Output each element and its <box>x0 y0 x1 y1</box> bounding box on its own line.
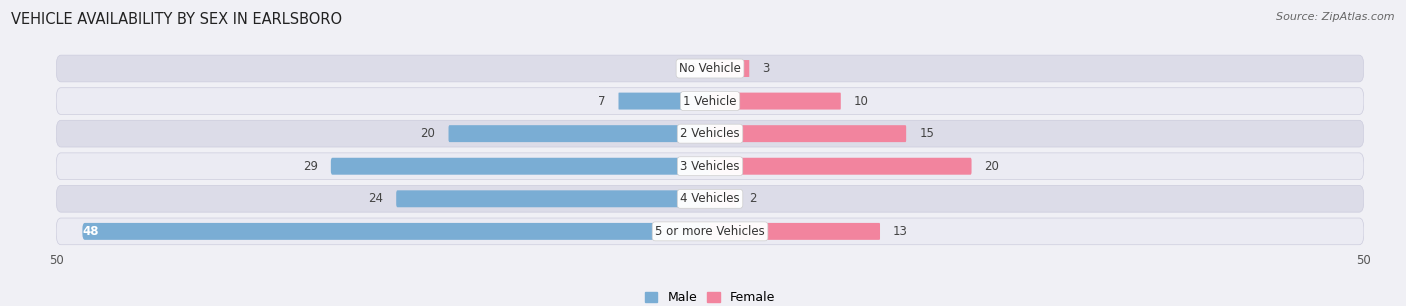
Text: 4 Vehicles: 4 Vehicles <box>681 192 740 205</box>
FancyBboxPatch shape <box>56 55 1364 82</box>
FancyBboxPatch shape <box>56 153 1364 180</box>
Text: 29: 29 <box>302 160 318 173</box>
Text: 5 or more Vehicles: 5 or more Vehicles <box>655 225 765 238</box>
Text: Source: ZipAtlas.com: Source: ZipAtlas.com <box>1277 12 1395 22</box>
FancyBboxPatch shape <box>710 223 880 240</box>
Text: 2 Vehicles: 2 Vehicles <box>681 127 740 140</box>
Text: 3 Vehicles: 3 Vehicles <box>681 160 740 173</box>
Legend: Male, Female: Male, Female <box>640 286 780 306</box>
Text: 13: 13 <box>893 225 908 238</box>
Text: 3: 3 <box>762 62 769 75</box>
Text: 15: 15 <box>920 127 934 140</box>
FancyBboxPatch shape <box>710 158 972 175</box>
Text: 20: 20 <box>420 127 436 140</box>
Text: 0: 0 <box>689 62 697 75</box>
FancyBboxPatch shape <box>449 125 710 142</box>
Text: No Vehicle: No Vehicle <box>679 62 741 75</box>
FancyBboxPatch shape <box>710 125 905 142</box>
Text: 48: 48 <box>83 225 98 238</box>
FancyBboxPatch shape <box>396 190 710 207</box>
FancyBboxPatch shape <box>710 93 841 110</box>
FancyBboxPatch shape <box>619 93 710 110</box>
FancyBboxPatch shape <box>710 60 749 77</box>
Text: 7: 7 <box>598 95 606 108</box>
FancyBboxPatch shape <box>56 185 1364 212</box>
FancyBboxPatch shape <box>330 158 710 175</box>
FancyBboxPatch shape <box>710 190 737 207</box>
Text: 2: 2 <box>749 192 756 205</box>
FancyBboxPatch shape <box>56 218 1364 245</box>
FancyBboxPatch shape <box>56 88 1364 114</box>
Text: VEHICLE AVAILABILITY BY SEX IN EARLSBORO: VEHICLE AVAILABILITY BY SEX IN EARLSBORO <box>11 12 343 27</box>
FancyBboxPatch shape <box>83 223 710 240</box>
FancyBboxPatch shape <box>56 120 1364 147</box>
Text: 20: 20 <box>984 160 1000 173</box>
Text: 10: 10 <box>853 95 869 108</box>
Text: 24: 24 <box>368 192 382 205</box>
Text: 1 Vehicle: 1 Vehicle <box>683 95 737 108</box>
